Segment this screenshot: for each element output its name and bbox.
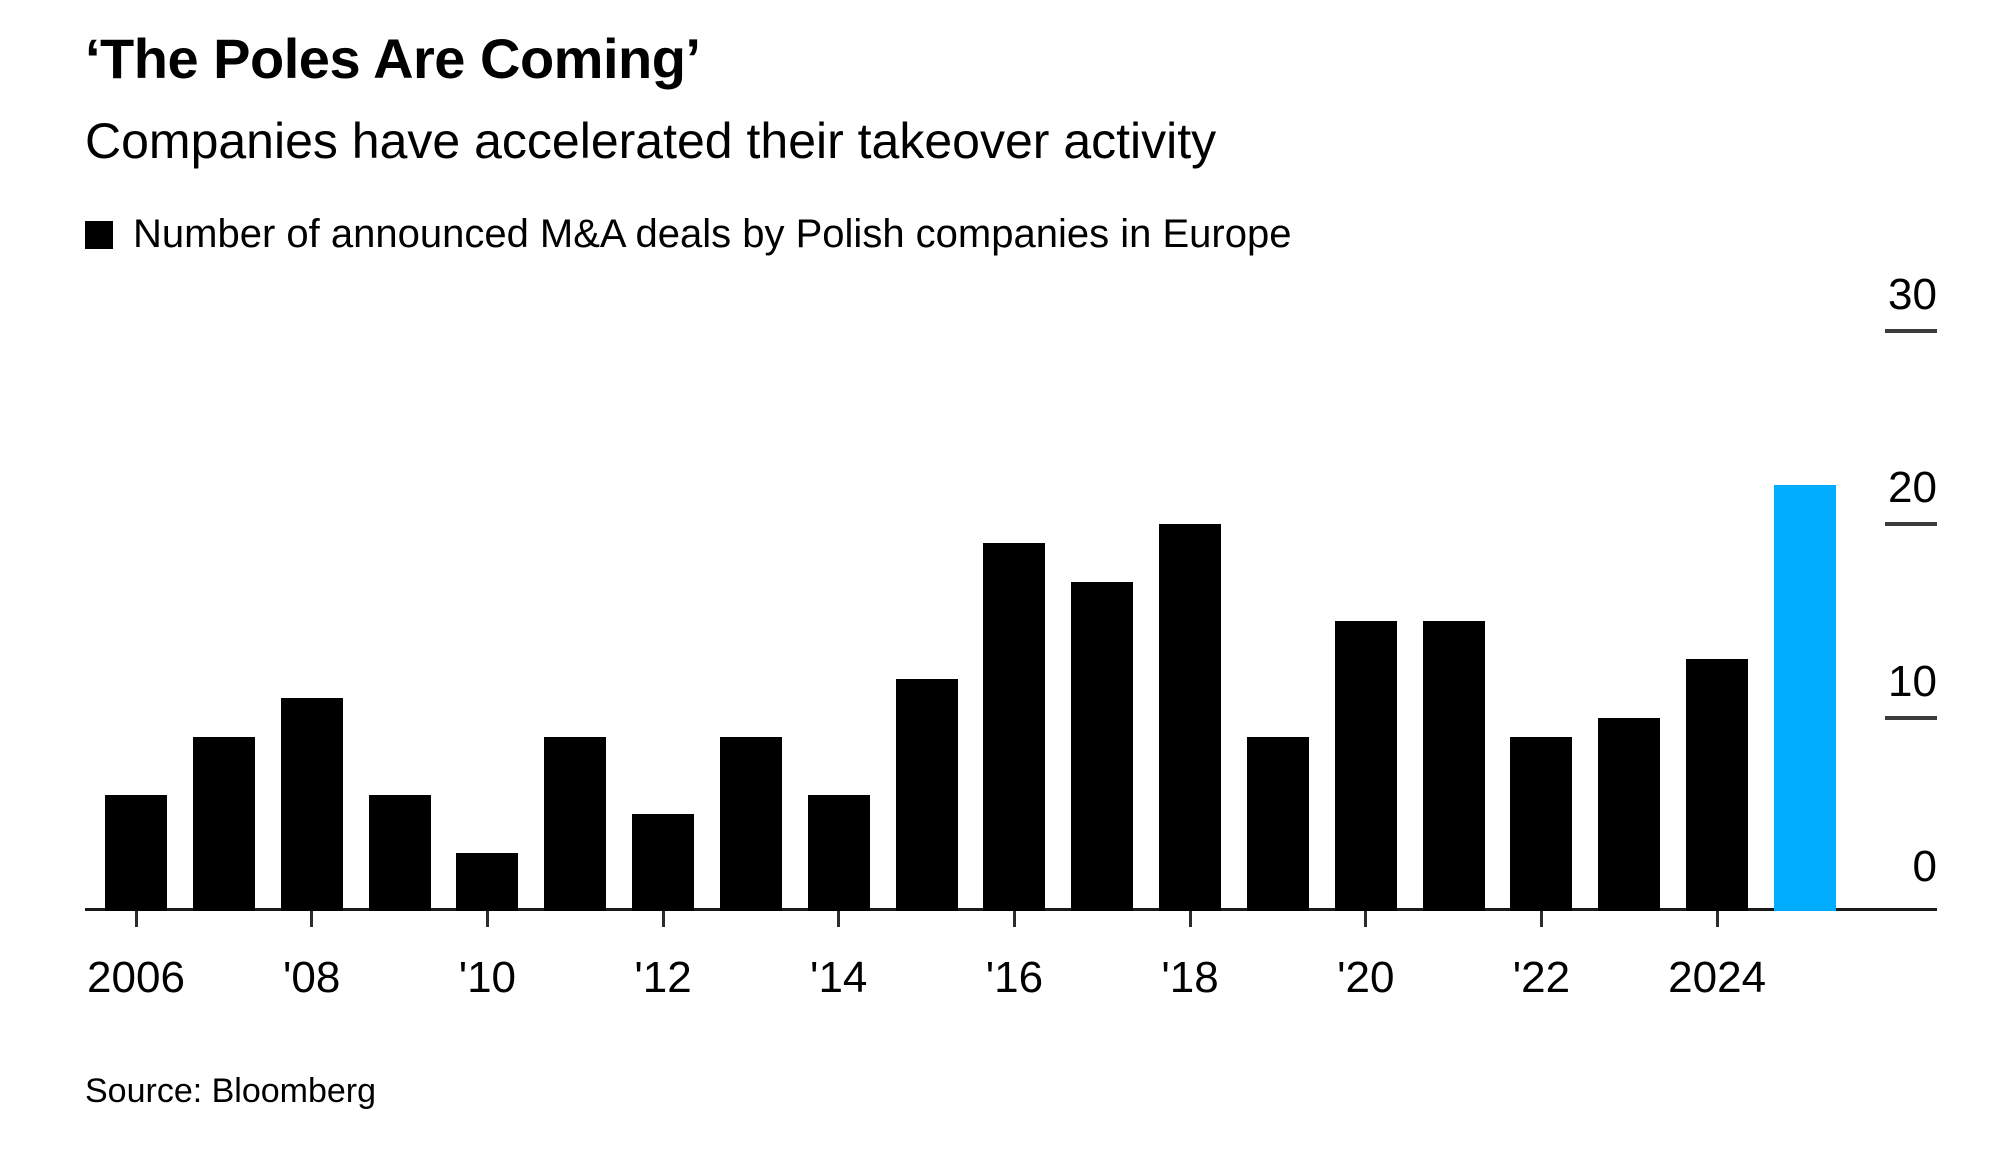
x-tick-2020	[1364, 911, 1368, 927]
x-tick-2014	[837, 911, 841, 927]
y-tick-label-10: 10	[1888, 656, 1937, 706]
bar-2010	[456, 852, 519, 911]
bar-2013	[719, 736, 782, 911]
x-tick-2012	[661, 911, 665, 927]
bar-2018	[1159, 524, 1222, 911]
legend-swatch-icon	[85, 220, 113, 249]
x-tick-label-2010: '10	[458, 953, 517, 1002]
y-tick-label-30: 30	[1888, 269, 1937, 319]
bar-2015	[895, 678, 958, 911]
legend-label: Number of announced M&A deals by Polish …	[133, 212, 1292, 256]
bar-2024	[1686, 659, 1749, 911]
bar-2021	[1422, 620, 1485, 911]
bar-2009	[368, 794, 431, 911]
y-tick-dash-10	[1885, 715, 1937, 720]
bar-2014	[807, 794, 870, 911]
y-tick-label-20: 20	[1888, 463, 1937, 512]
bar-chart-plot-area: 2006 '08 '10 '12 '14 '16 '18 '20 '22 2024 0 10 20 30	[85, 270, 1937, 1002]
x-tick-label-2016: '16	[985, 953, 1044, 1002]
y-tick-label-0: 0	[1912, 842, 1937, 891]
x-tick-2010	[485, 911, 489, 927]
x-tick-2024	[1715, 911, 1719, 927]
bar-2016	[983, 543, 1046, 911]
bar-2011	[544, 736, 607, 911]
bar-2008	[280, 698, 343, 911]
bar-2012	[632, 814, 695, 911]
x-tick-2018	[1188, 911, 1192, 927]
bar-2006	[105, 794, 167, 911]
x-tick-label-2024: 2024	[1668, 953, 1767, 1002]
x-tick-2016	[1012, 911, 1016, 927]
x-tick-label-2020: '20	[1337, 953, 1395, 1002]
x-tick-label-2022: '22	[1512, 953, 1571, 1002]
source-note: Source: Bloomberg	[85, 1072, 377, 1110]
legend: Number of announced M&A deals by Polish …	[85, 212, 1291, 257]
bar-2017	[1071, 582, 1134, 911]
x-tick-label-2014: '14	[810, 953, 868, 1002]
x-tick-label-2008: '08	[283, 953, 341, 1002]
chart-title: ‘The Poles Are Coming’	[85, 27, 701, 90]
bar-2025	[1773, 485, 1836, 911]
x-tick-2006	[134, 911, 138, 927]
bar-2019	[1246, 736, 1309, 911]
bar-2023	[1598, 717, 1661, 911]
y-tick-dash-30	[1885, 328, 1937, 333]
bar-2022	[1510, 736, 1573, 911]
x-tick-label-2018: '18	[1161, 953, 1219, 1002]
bar-2020	[1334, 620, 1397, 911]
x-tick-label-2012: '12	[634, 953, 692, 1002]
x-tick-2008	[310, 911, 314, 927]
bar-2007	[192, 736, 255, 911]
chart-subtitle: Companies have accelerated their takeove…	[85, 113, 1217, 169]
x-tick-label-2006: 2006	[87, 953, 185, 1002]
y-tick-dash-20	[1885, 522, 1937, 526]
x-tick-2022	[1539, 911, 1543, 927]
